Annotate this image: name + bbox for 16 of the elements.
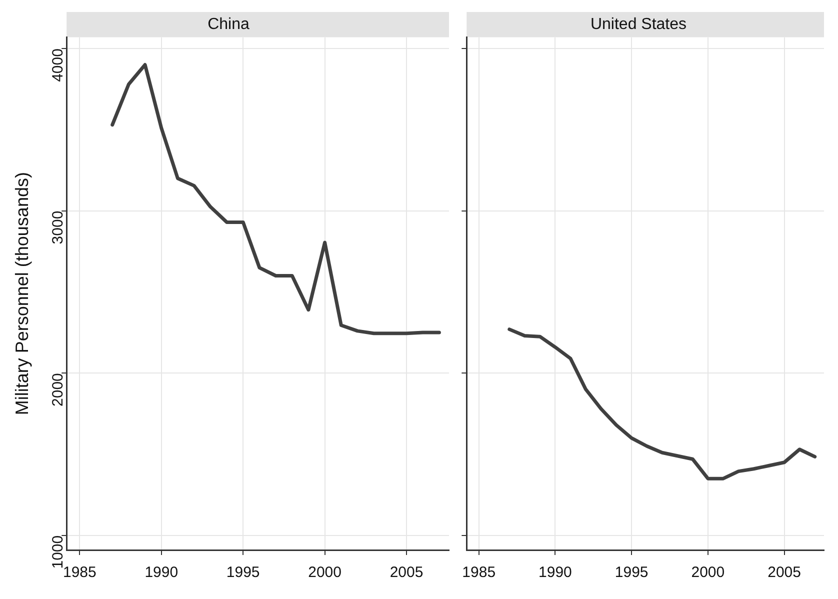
y-axis-title: Military Personnel (thousands) <box>12 172 32 416</box>
chart-title: United States <box>590 16 687 34</box>
chart-title: China <box>208 16 250 34</box>
x-tick-label: 1990 <box>538 564 572 582</box>
x-tick-label: 2005 <box>768 564 801 582</box>
x-tick-label: 1995 <box>226 564 260 582</box>
x-tick-label: 1990 <box>144 564 178 582</box>
y-tick-label: 3000 <box>50 210 67 244</box>
x-tick-label: 1985 <box>462 564 496 582</box>
y-tick-label: 2000 <box>50 373 67 406</box>
x-tick-label: 1995 <box>614 564 648 582</box>
x-tick-label: 2005 <box>390 564 424 582</box>
x-tick-label: 2000 <box>691 564 725 582</box>
y-tick-label: 4000 <box>50 48 67 82</box>
x-tick-label: 1985 <box>62 564 96 582</box>
x-tick-label: 2000 <box>308 564 342 582</box>
